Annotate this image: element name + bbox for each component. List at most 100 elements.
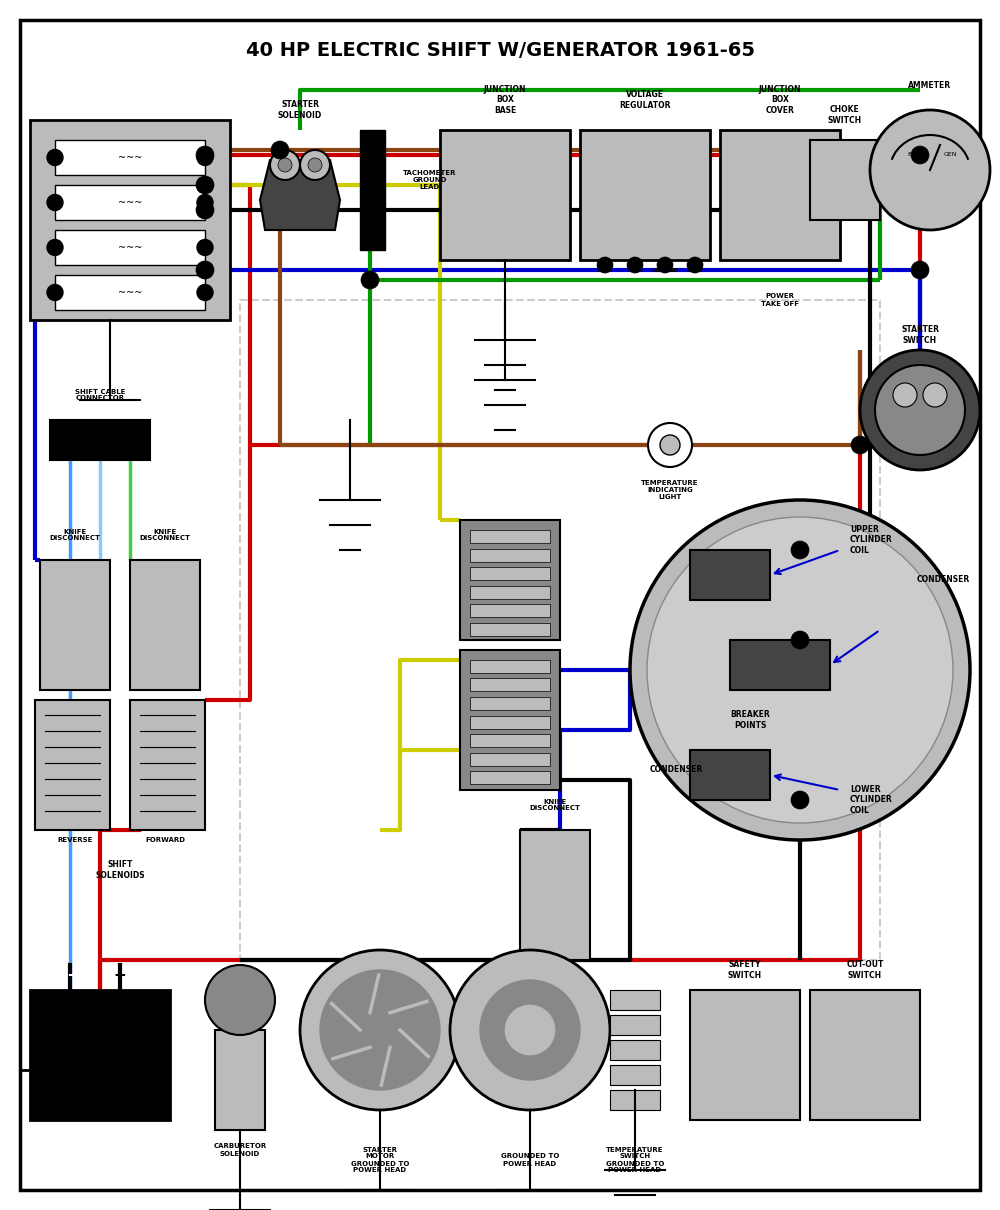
Bar [35,701,110,830]
Circle shape [205,966,275,1035]
Text: SHIFT CABLE
CONNECTOR: SHIFT CABLE CONNECTOR [75,388,125,402]
Text: ~~~: ~~~ [118,242,142,253]
Bar [55,275,205,310]
Circle shape [791,791,809,809]
Circle shape [47,195,63,211]
Text: TACHOMETER
GROUND
LEAD: TACHOMETER GROUND LEAD [403,169,457,190]
Circle shape [197,195,213,211]
Circle shape [791,541,809,559]
Circle shape [791,630,809,649]
Bar [610,1065,660,1085]
Circle shape [196,175,214,194]
Circle shape [271,142,289,159]
Circle shape [911,146,929,165]
Text: LOWER
CYLINDER
COIL: LOWER CYLINDER COIL [850,785,893,814]
Text: CONDENSER: CONDENSER [917,576,970,584]
Circle shape [300,950,460,1110]
Circle shape [893,384,917,407]
Text: 40 HP ELECTRIC SHIFT W/GENERATOR 1961-65: 40 HP ELECTRIC SHIFT W/GENERATOR 1961-65 [246,40,755,59]
Text: SAFETY
SWITCH: SAFETY SWITCH [728,961,762,980]
Text: ~~~: ~~~ [118,288,142,298]
Bar [460,650,560,790]
Bar [690,551,770,600]
Circle shape [875,365,965,455]
Bar [470,771,550,784]
Text: -: - [67,968,73,983]
Bar [440,129,570,260]
Circle shape [47,284,63,300]
Bar [55,185,205,220]
Circle shape [923,384,947,407]
Bar [40,560,110,690]
Text: SHIFT
SOLENOIDS: SHIFT SOLENOIDS [95,860,145,880]
Text: STARTER
MOTOR
GROUNDED TO
POWER HEAD: STARTER MOTOR GROUNDED TO POWER HEAD [351,1147,409,1174]
Circle shape [47,240,63,255]
Circle shape [860,350,980,469]
Bar [580,129,710,260]
Bar [130,701,205,830]
Bar [240,300,880,960]
Circle shape [851,436,869,454]
Circle shape [361,271,379,289]
Bar [50,420,150,460]
Bar [130,560,200,690]
Bar [55,140,205,175]
Bar [690,750,770,800]
Bar [215,1030,265,1130]
Bar [470,548,550,561]
Text: JUNCTION
BOX
COVER: JUNCTION BOX COVER [759,85,801,115]
Text: CONDENSER: CONDENSER [650,766,703,774]
Bar [470,697,550,710]
Text: CARBURETOR
SOLENOID: CARBURETOR SOLENOID [213,1143,267,1157]
Circle shape [278,159,292,172]
Text: GEN: GEN [943,152,957,157]
Bar [470,659,550,673]
Bar [470,622,550,635]
Text: BATT: BATT [907,152,923,157]
Bar [730,640,830,690]
Text: AMMETER: AMMETER [908,81,952,90]
Circle shape [627,257,643,273]
Text: ~~~: ~~~ [118,152,142,162]
Bar [810,140,880,220]
Bar [470,715,550,728]
Text: TEMPERATURE
INDICATING
LIGHT: TEMPERATURE INDICATING LIGHT [641,480,699,500]
Text: POWER
TAKE OFF: POWER TAKE OFF [761,294,799,306]
Circle shape [320,970,440,1090]
Circle shape [196,261,214,280]
Circle shape [687,257,703,273]
Bar [810,990,920,1120]
Text: +: + [114,968,126,983]
Circle shape [480,980,580,1081]
Text: FORWARD: FORWARD [145,837,185,843]
Text: REVERSE: REVERSE [57,837,93,843]
Text: STARTER
SOLENOID: STARTER SOLENOID [278,100,322,120]
Bar [720,129,840,260]
Bar [470,734,550,747]
Circle shape [648,424,692,467]
Text: GROUND: GROUND [652,267,678,272]
Circle shape [270,150,300,180]
Text: BATT: BATT [687,267,703,272]
Circle shape [197,284,213,300]
Bar [610,1090,660,1110]
Circle shape [505,1006,555,1055]
Circle shape [197,240,213,255]
Text: VOLTAGE
REGULATOR: VOLTAGE REGULATOR [619,91,671,110]
Bar [470,604,550,617]
Circle shape [197,150,213,166]
Bar [520,830,590,960]
Bar [470,530,550,543]
Circle shape [657,257,673,273]
Circle shape [911,261,929,280]
Bar [610,990,660,1010]
Text: CUT-OUT
SWITCH: CUT-OUT SWITCH [846,961,884,980]
Text: ARM: ARM [598,267,612,272]
Bar [30,990,170,1120]
Circle shape [196,146,214,165]
Bar [470,679,550,691]
Circle shape [47,150,63,166]
Text: UPPER
CYLINDER
COIL: UPPER CYLINDER COIL [850,525,893,555]
Text: GROUNDED TO
POWER HEAD: GROUNDED TO POWER HEAD [501,1153,559,1166]
Bar [690,990,800,1120]
